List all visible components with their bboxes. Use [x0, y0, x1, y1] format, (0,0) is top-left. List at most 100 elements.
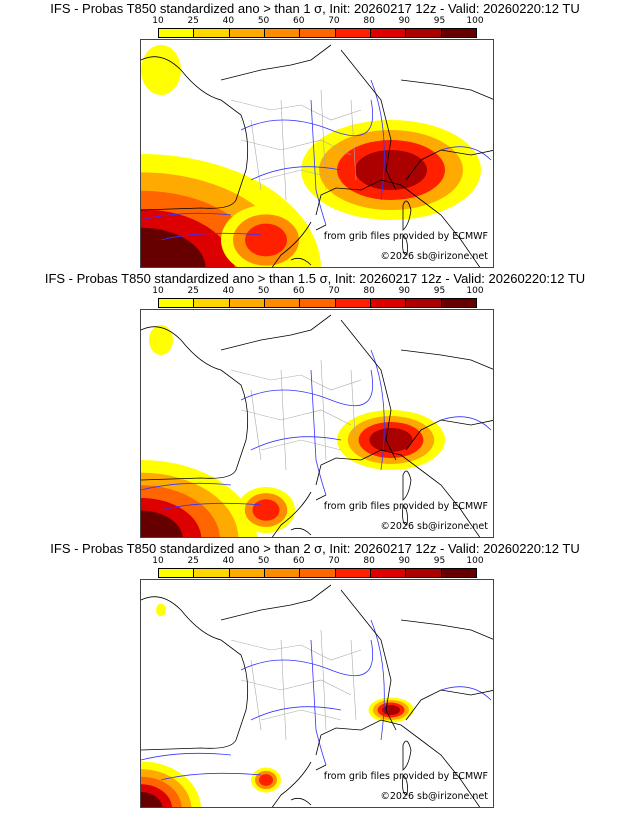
colorbar [158, 28, 477, 38]
map-drawing [141, 44, 493, 267]
colorbar-swatch [406, 299, 442, 307]
colorbar-swatch [335, 299, 371, 307]
map-panel-1-sigma: IFS - Probas T850 standardized ano > tha… [0, 0, 630, 269]
colorbar-ticks: 10 25 40 50 60 70 80 90 95 100 [152, 16, 483, 27]
colorbar-tick-label: 25 [187, 286, 199, 296]
panel-title: IFS - Probas T850 standardized ano > tha… [44, 271, 586, 286]
colorbar-tick-label: 100 [466, 16, 484, 26]
colorbar-swatch [264, 299, 301, 307]
probability-contour [141, 510, 183, 537]
colorbar-tick-label: 70 [328, 16, 340, 26]
colorbar-tick-label: 50 [257, 556, 270, 566]
colorbar-tick-label: 60 [293, 286, 305, 296]
colorbar-ticks: 10 25 40 50 60 70 80 90 95 100 [152, 286, 483, 297]
borders-regions [230, 89, 362, 201]
source-credit: from grib files provided by ECMWF [323, 771, 488, 782]
panel-title: IFS - Probas T850 standardized ano > tha… [50, 541, 580, 556]
colorbar-tick-label: 80 [363, 16, 375, 26]
colorbar-tick-label: 25 [187, 16, 199, 26]
copyright: ©2026 sb@irizone.net [380, 791, 488, 802]
colorbar-tick-label: 95 [433, 286, 446, 296]
colorbar-swatch [159, 29, 195, 37]
coastlines-borders [141, 584, 493, 807]
probability-contour [369, 428, 413, 452]
colorbar-tick-label: 95 [433, 556, 446, 566]
colorbar-swatch [300, 299, 336, 307]
copyright: ©2026 sb@irizone.net [380, 251, 488, 262]
colorbar-swatch [406, 29, 442, 37]
colorbar-tick-label: 40 [222, 16, 235, 26]
rivers [141, 79, 492, 241]
probability-contour [259, 774, 273, 786]
probability-map: from grib files provided by ECMWF ©2026 … [140, 579, 494, 808]
map-drawing [141, 584, 493, 807]
coastlines-borders [141, 44, 493, 267]
colorbar-swatch [264, 569, 301, 577]
colorbar-swatch [441, 29, 476, 37]
colorbar-tick-label: 70 [328, 286, 340, 296]
colorbar-swatch [300, 569, 336, 577]
colorbar-tick-label: 100 [466, 556, 484, 566]
colorbar-tick-label: 25 [187, 556, 199, 566]
borders-regions [230, 359, 362, 471]
probability-map: from grib files provided by ECMWF ©2026 … [140, 39, 494, 268]
colorbar-tick-label: 10 [152, 16, 164, 26]
colorbar-tick-label: 90 [398, 556, 411, 566]
colorbar-swatch [441, 299, 476, 307]
colorbar-tick-label: 50 [257, 16, 270, 26]
colorbar-swatch [194, 299, 230, 307]
probability-contour [149, 325, 173, 355]
colorbar-tick-label: 10 [152, 286, 164, 296]
colorbar-ticks: 10 25 40 50 60 70 80 90 95 100 [152, 556, 483, 567]
colorbar-tick-label: 10 [152, 556, 164, 566]
colorbar-tick-label: 80 [363, 286, 375, 296]
copyright: ©2026 sb@irizone.net [380, 521, 488, 532]
colorbar-swatch [229, 29, 265, 37]
colorbar [158, 568, 477, 578]
colorbar-tick-label: 60 [293, 16, 305, 26]
probability-contour [156, 603, 166, 617]
colorbar-swatch [229, 569, 265, 577]
colorbar-swatch [406, 569, 442, 577]
probability-contour [355, 150, 427, 190]
colorbar-swatch [370, 569, 407, 577]
colorbar [158, 298, 477, 308]
probability-areas [141, 45, 481, 267]
colorbar-swatch [300, 29, 336, 37]
colorbar-swatch [229, 299, 265, 307]
map-panel-1-5-sigma: IFS - Probas T850 standardized ano > tha… [0, 270, 630, 539]
borders-regions [230, 629, 362, 741]
colorbar-swatch [194, 29, 230, 37]
colorbar-swatch [370, 29, 407, 37]
colorbar-tick-label: 100 [466, 286, 484, 296]
colorbar-swatch [194, 569, 230, 577]
source-credit: from grib files provided by ECMWF [323, 501, 488, 512]
colorbar-swatch [370, 299, 407, 307]
map-drawing [141, 314, 493, 537]
probability-contour [252, 499, 280, 521]
colorbar-swatch [335, 569, 371, 577]
source-credit: from grib files provided by ECMWF [323, 231, 488, 242]
colorbar-tick-label: 90 [398, 286, 411, 296]
colorbar-tick-label: 60 [293, 556, 305, 566]
probability-areas [141, 325, 445, 537]
colorbar-tick-label: 40 [222, 286, 235, 296]
probability-contour [141, 791, 163, 807]
map-panel-2-sigma: IFS - Probas T850 standardized ano > tha… [0, 540, 630, 809]
colorbar-tick-label: 95 [433, 16, 446, 26]
colorbar-tick-label: 70 [328, 556, 340, 566]
colorbar-swatch [441, 569, 476, 577]
colorbar-swatch [159, 299, 195, 307]
colorbar-swatch [335, 29, 371, 37]
colorbar-tick-label: 50 [257, 286, 270, 296]
probability-contour [141, 227, 206, 267]
colorbar-tick-label: 90 [398, 16, 411, 26]
probability-contour [382, 705, 400, 715]
probability-contour [141, 45, 181, 95]
probability-areas [141, 603, 414, 807]
rivers [141, 349, 492, 511]
panel-title: IFS - Probas T850 standardized ano > tha… [50, 1, 580, 16]
coastlines-borders [141, 314, 493, 537]
colorbar-tick-label: 40 [222, 556, 235, 566]
colorbar-swatch [159, 569, 195, 577]
